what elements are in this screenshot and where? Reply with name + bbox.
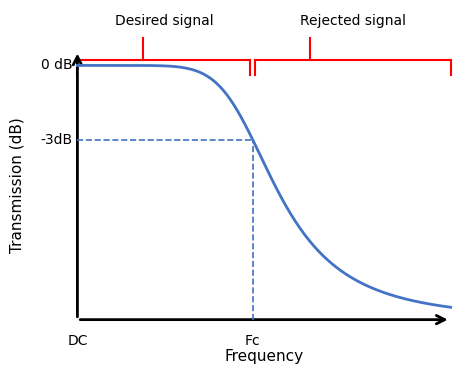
Text: Frequency: Frequency [224,349,303,364]
Text: DC: DC [67,334,88,348]
Text: Transmission (dB): Transmission (dB) [9,117,24,253]
Text: Fc: Fc [245,334,261,348]
Text: -3dB: -3dB [41,133,73,147]
Text: 0 dB: 0 dB [41,58,73,73]
Text: Desired signal: Desired signal [115,14,213,28]
Text: Rejected signal: Rejected signal [300,14,406,28]
